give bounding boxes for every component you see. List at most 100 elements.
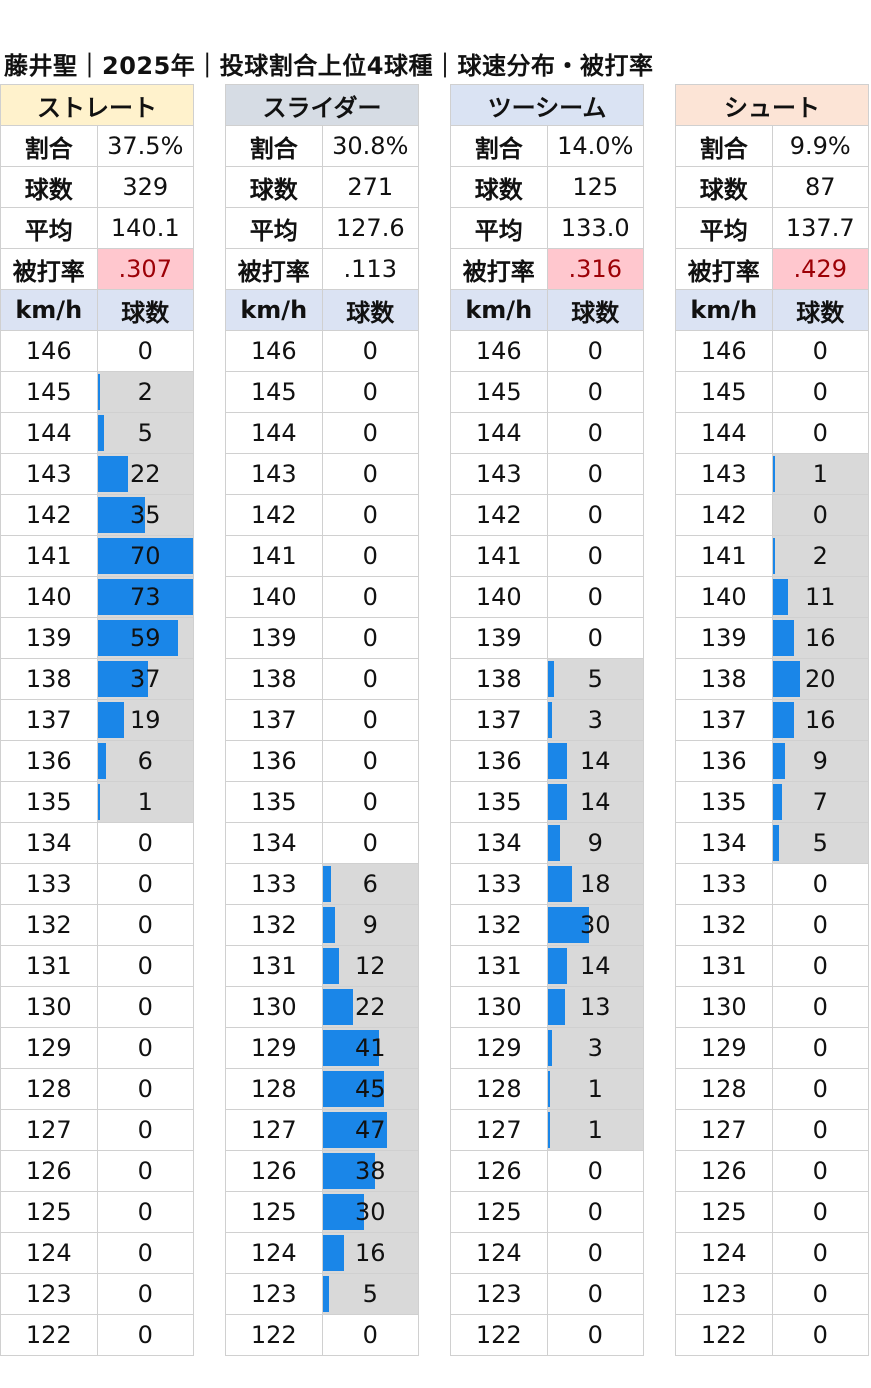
count-cell: 7: [771, 781, 869, 823]
count-cell: 0: [771, 986, 869, 1028]
stat-row: 割合 37.5%: [0, 125, 194, 167]
count-label: 7: [812, 788, 828, 816]
count-label: 30: [579, 911, 611, 939]
count-bar: [322, 866, 331, 902]
speed-cell: 125: [450, 1191, 548, 1233]
count-cell: 0: [546, 617, 644, 659]
count-cell: 0: [546, 453, 644, 495]
speed-cell: 137: [675, 699, 773, 741]
count-bar: [547, 1071, 550, 1107]
count-cell: 0: [96, 330, 194, 372]
speed-cell: 131: [675, 945, 773, 987]
count-cell: 0: [546, 412, 644, 454]
table-row: 136 6: [0, 740, 194, 782]
count-bar: [322, 1112, 387, 1148]
count-cell: 3: [546, 1027, 644, 1069]
speed-cell: 131: [0, 945, 98, 987]
table-row: 134 5: [675, 822, 869, 864]
stat-label: 球数: [450, 166, 548, 208]
count-label: 0: [587, 460, 603, 488]
count-label: 14: [579, 788, 611, 816]
count-label: 16: [354, 1239, 386, 1267]
table-row: 142 35: [0, 494, 194, 536]
ratio-value: 30.8%: [321, 125, 419, 167]
pitch-column: ストレート 割合 37.5% 球数 329 平均 140.1 被打率 .307 km/h 球数 146…: [0, 84, 194, 1356]
speed-cell: 145: [675, 371, 773, 413]
speed-cell: 139: [675, 617, 773, 659]
count-cell: 59: [96, 617, 194, 659]
table-row: 126 0: [675, 1150, 869, 1192]
count-cell: 0: [96, 904, 194, 946]
count-bar: [97, 374, 101, 410]
speed-cell: 125: [225, 1191, 323, 1233]
count-cell: 0: [771, 1232, 869, 1274]
speed-cell: 145: [0, 371, 98, 413]
count-cell: 16: [771, 699, 869, 741]
table-row: 131 14: [450, 945, 644, 987]
count-bar: [547, 948, 567, 984]
pitch-name: スライダー: [225, 84, 419, 126]
count-cell: 5: [771, 822, 869, 864]
table-row: 133 18: [450, 863, 644, 905]
distribution-body: 146 0 145 0 144 0 143 0 142 0 141 0 140 0 139 0 138 5 137 3…: [450, 330, 644, 1356]
table-row: 140 73: [0, 576, 194, 618]
speed-cell: 135: [450, 781, 548, 823]
count-label: 0: [587, 624, 603, 652]
count-cell: 0: [546, 371, 644, 413]
count-label: 5: [362, 1280, 378, 1308]
speed-cell: 133: [0, 863, 98, 905]
kmh-header: km/h: [450, 289, 548, 331]
count-cell: 0: [771, 863, 869, 905]
table-row: 144 0: [675, 412, 869, 454]
speed-cell: 129: [225, 1027, 323, 1069]
speed-cell: 123: [0, 1273, 98, 1315]
count-label: 0: [587, 1157, 603, 1185]
stat-label: 被打率: [0, 248, 98, 290]
table-row: 142 0: [675, 494, 869, 536]
count-label: 16: [804, 624, 836, 652]
count-label: 0: [362, 337, 378, 365]
count-label: 1: [587, 1075, 603, 1103]
stat-row: 球数 271: [225, 166, 419, 208]
speed-cell: 127: [450, 1109, 548, 1151]
speed-cell: 131: [450, 945, 548, 987]
speed-cell: 133: [225, 863, 323, 905]
count-label: 9: [812, 747, 828, 775]
count-cell: 19: [96, 699, 194, 741]
speed-cell: 126: [225, 1150, 323, 1192]
count-bar: [772, 538, 776, 574]
count-label: 1: [812, 460, 828, 488]
speed-cell: 144: [225, 412, 323, 454]
stat-row: 平均 133.0: [450, 207, 644, 249]
count-bar: [547, 784, 567, 820]
count-label: 0: [587, 1280, 603, 1308]
count-label: 38: [354, 1157, 386, 1185]
count-label: 0: [137, 993, 153, 1021]
count-label: 0: [587, 1239, 603, 1267]
speed-cell: 139: [225, 617, 323, 659]
count-label: 0: [587, 501, 603, 529]
count-label: 0: [137, 1075, 153, 1103]
pitch-header-row: ツーシーム: [450, 84, 644, 126]
pitches-header: 球数: [321, 289, 419, 331]
speed-cell: 127: [225, 1109, 323, 1151]
table-row: 138 37: [0, 658, 194, 700]
speed-cell: 123: [675, 1273, 773, 1315]
table-row: 128 0: [0, 1068, 194, 1110]
count-cell: 0: [771, 371, 869, 413]
count-cell: 0: [321, 412, 419, 454]
count-cell: 1: [546, 1068, 644, 1110]
count-bar: [97, 702, 124, 738]
count-cell: 18: [546, 863, 644, 905]
count-cell: 0: [96, 986, 194, 1028]
count-label: 5: [587, 665, 603, 693]
table-row: 129 0: [675, 1027, 869, 1069]
count-cell: 0: [321, 576, 419, 618]
count-bar: [322, 1030, 379, 1066]
count-label: 0: [812, 1075, 828, 1103]
count-cell: 0: [321, 371, 419, 413]
table-row: 130 22: [225, 986, 419, 1028]
count-label: 11: [804, 583, 836, 611]
count-bar: [772, 579, 788, 615]
stat-row: 被打率 .113: [225, 248, 419, 290]
